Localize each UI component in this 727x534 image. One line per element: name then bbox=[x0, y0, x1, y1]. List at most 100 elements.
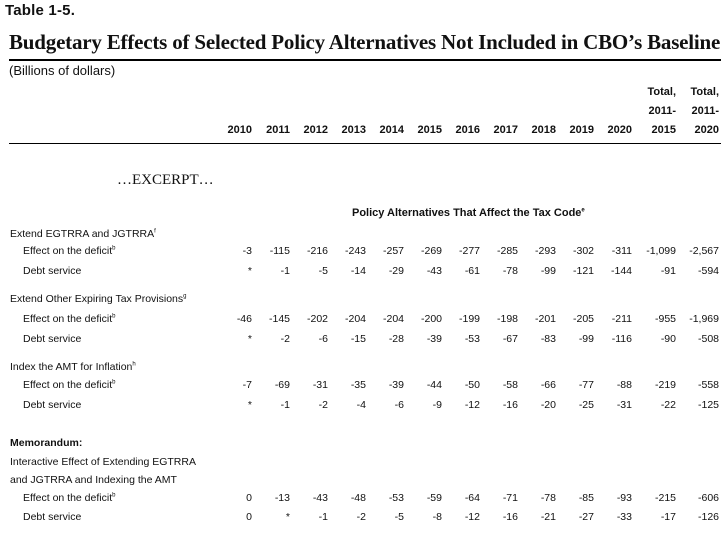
column-header-2018: 2018 bbox=[531, 124, 556, 136]
table-cell: -121 bbox=[572, 265, 594, 277]
table-cell: -22 bbox=[660, 399, 676, 411]
table-cell: -125 bbox=[697, 399, 719, 411]
table-cell: -2 bbox=[318, 399, 328, 411]
table-cell: -78 bbox=[540, 492, 556, 504]
group-label: Extend Other Expiring Tax Provisionsg bbox=[10, 293, 187, 305]
table-cell: -44 bbox=[426, 379, 442, 391]
column-header-2019: 2019 bbox=[569, 124, 594, 136]
total-header-line2: 2011- bbox=[691, 105, 719, 117]
table-cell: -200 bbox=[420, 313, 442, 325]
memorandum-label-line2: and JGTRRA and Indexing the AMT bbox=[10, 474, 177, 486]
table-cell: -198 bbox=[496, 313, 518, 325]
total-header-line2: 2011- bbox=[648, 105, 676, 117]
table-cell: -204 bbox=[344, 313, 366, 325]
table-cell: -20 bbox=[540, 399, 556, 411]
table-cell: -606 bbox=[697, 492, 719, 504]
table-cell: -16 bbox=[502, 511, 518, 523]
table-cell: -277 bbox=[458, 245, 480, 257]
table-cell: -93 bbox=[616, 492, 632, 504]
table-cell: * bbox=[285, 511, 290, 523]
table-cell: -77 bbox=[578, 379, 594, 391]
column-header-2013: 2013 bbox=[341, 124, 366, 136]
table-cell: -204 bbox=[382, 313, 404, 325]
table-cell: -31 bbox=[616, 399, 632, 411]
column-header-2017: 2017 bbox=[493, 124, 518, 136]
table-cell: -14 bbox=[350, 265, 366, 277]
table-cell: -29 bbox=[388, 265, 404, 277]
table-cell: -144 bbox=[610, 265, 632, 277]
table-cell: -9 bbox=[432, 399, 442, 411]
table-cell: -508 bbox=[697, 333, 719, 345]
table-cell: -202 bbox=[306, 313, 328, 325]
units-label: (Billions of dollars) bbox=[9, 63, 116, 78]
table-cell: -71 bbox=[502, 492, 518, 504]
table-cell: -293 bbox=[534, 245, 556, 257]
excerpt-label: …EXCERPT… bbox=[117, 172, 214, 188]
column-header-2011: 2011 bbox=[266, 124, 290, 136]
table-cell: 0 bbox=[246, 511, 252, 523]
table-cell: -91 bbox=[660, 265, 676, 277]
table-cell: -67 bbox=[502, 333, 518, 345]
table-cell: -15 bbox=[350, 333, 366, 345]
table-cell: -211 bbox=[611, 313, 632, 325]
table-cell: -99 bbox=[540, 265, 556, 277]
table-cell: -12 bbox=[464, 399, 480, 411]
table-cell: -1 bbox=[280, 399, 290, 411]
table-cell: -17 bbox=[660, 511, 676, 523]
table-cell: -199 bbox=[458, 313, 480, 325]
table-cell: -13 bbox=[274, 492, 290, 504]
column-header-2020: 2020 bbox=[607, 124, 632, 136]
table-cell: -35 bbox=[350, 379, 366, 391]
table-cell: -8 bbox=[432, 511, 442, 523]
table-cell: -269 bbox=[420, 245, 442, 257]
table-cell: -6 bbox=[394, 399, 404, 411]
table-cell: -257 bbox=[382, 245, 404, 257]
table-cell: -64 bbox=[464, 492, 480, 504]
table-cell: -955 bbox=[654, 313, 676, 325]
table-cell: -69 bbox=[274, 379, 290, 391]
table-cell: -3 bbox=[242, 245, 252, 257]
row-label: Effect on the deficitb bbox=[23, 492, 116, 504]
table-cell: -285 bbox=[496, 245, 518, 257]
table-cell: -66 bbox=[540, 379, 556, 391]
table-cell: -99 bbox=[578, 333, 594, 345]
total-header-line3: 2015 bbox=[651, 124, 676, 136]
table-cell: -83 bbox=[540, 333, 556, 345]
table-cell: -1,969 bbox=[689, 313, 719, 325]
table-cell: -5 bbox=[318, 265, 328, 277]
table-cell: 0 bbox=[246, 492, 252, 504]
table-cell: -12 bbox=[464, 511, 480, 523]
memorandum-label-line1: Interactive Effect of Extending EGTRRA bbox=[10, 456, 196, 468]
table-cell: * bbox=[247, 265, 252, 277]
column-header-2015: 2015 bbox=[417, 124, 442, 136]
row-label: Debt service bbox=[23, 333, 82, 345]
table-cell: -205 bbox=[572, 313, 594, 325]
total-header-line3: 2020 bbox=[694, 124, 719, 136]
table-cell: -31 bbox=[312, 379, 328, 391]
row-label: Debt service bbox=[23, 511, 82, 523]
table-cell: -39 bbox=[426, 333, 442, 345]
table-cell: -116 bbox=[611, 333, 632, 345]
table-cell: -48 bbox=[350, 492, 366, 504]
table-cell: -59 bbox=[426, 492, 442, 504]
group-label: Index the AMT for Inflationh bbox=[10, 361, 136, 373]
table-cell: -7 bbox=[242, 379, 252, 391]
table-cell: -1 bbox=[318, 511, 328, 523]
table-cell: -5 bbox=[394, 511, 404, 523]
row-label: Effect on the deficitb bbox=[23, 313, 116, 325]
table-cell: -28 bbox=[388, 333, 404, 345]
table-cell: -1,099 bbox=[646, 245, 676, 257]
table-cell: * bbox=[247, 333, 252, 345]
table-cell: -2,567 bbox=[689, 245, 719, 257]
table-cell: -58 bbox=[502, 379, 518, 391]
table-cell: -126 bbox=[697, 511, 719, 523]
header-rule bbox=[9, 143, 721, 144]
table-title: Budgetary Effects of Selected Policy Alt… bbox=[9, 30, 721, 54]
table-cell: -27 bbox=[578, 511, 594, 523]
column-header-2010: 2010 bbox=[227, 124, 252, 136]
table-cell: -25 bbox=[578, 399, 594, 411]
table-cell: -46 bbox=[236, 313, 252, 325]
table-cell: -311 bbox=[611, 245, 632, 257]
memorandum-heading: Memorandum: bbox=[10, 437, 83, 449]
table-cell: -39 bbox=[388, 379, 404, 391]
